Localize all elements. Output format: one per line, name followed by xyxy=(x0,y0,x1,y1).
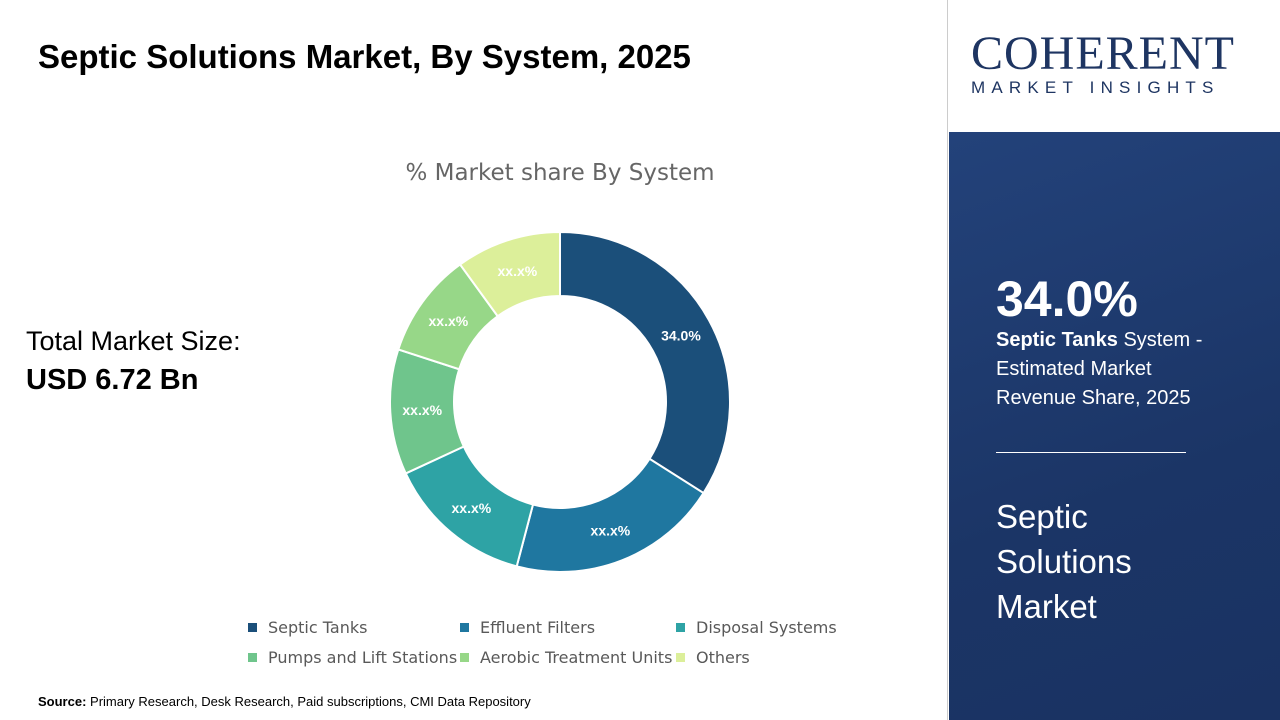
data-label: xx.x% xyxy=(452,500,492,516)
highlight-description: Septic Tanks System - Estimated Market R… xyxy=(996,326,1256,413)
data-label: xx.x% xyxy=(429,313,469,329)
total-market-value: USD 6.72 Bn xyxy=(26,364,199,396)
legend-label: Aerobic Treatment Units xyxy=(480,648,673,667)
chart-area: Septic Solutions Market, By System, 2025… xyxy=(26,0,948,720)
legend-swatch xyxy=(248,653,257,662)
legend-item: Others xyxy=(676,648,750,667)
logo-tagline: MARKET INSIGHTS xyxy=(971,78,1220,97)
legend-label: Pumps and Lift Stations xyxy=(268,648,458,667)
legend-swatch xyxy=(248,623,257,632)
data-label: xx.x% xyxy=(591,522,631,538)
legend-label: Disposal Systems xyxy=(696,618,837,637)
data-label: xx.x% xyxy=(402,402,442,418)
total-market-label: Total Market Size: xyxy=(26,326,241,356)
legend-swatch xyxy=(676,653,685,662)
highlight-text: Estimated Market xyxy=(996,358,1152,380)
legend-label: Effluent Filters xyxy=(480,618,596,637)
source-label: Source: xyxy=(38,694,87,709)
legend-item: Disposal Systems xyxy=(676,618,837,637)
legend-item: Septic Tanks xyxy=(248,618,367,637)
data-label: xx.x% xyxy=(498,263,538,279)
donut-slice-others xyxy=(458,230,561,318)
legend-swatch xyxy=(676,623,685,632)
market-name-line: Solutions xyxy=(996,543,1132,580)
legend-item: Pumps and Lift Stations xyxy=(248,648,457,667)
highlight-text: System - xyxy=(1117,329,1203,351)
data-label: 34.0% xyxy=(661,328,701,344)
legend-swatch xyxy=(460,653,469,662)
market-name-line: Market xyxy=(996,588,1097,625)
highlight-value: 34.0% xyxy=(996,271,1138,327)
logo-name: COHERENT xyxy=(971,27,1235,80)
chart-title: % Market share By System xyxy=(405,160,715,186)
highlight-segment: Septic Tanks xyxy=(996,329,1118,351)
source-note: Source: Primary Research, Desk Research,… xyxy=(38,694,531,709)
legend-swatch xyxy=(460,623,469,632)
market-name: Septic Solutions Market xyxy=(996,494,1132,629)
legend-item: Aerobic Treatment Units xyxy=(460,648,672,667)
logo: COHERENT MARKET INSIGHTS xyxy=(949,0,1280,132)
page-title: Septic Solutions Market, By System, 2025 xyxy=(38,38,691,75)
side-panel: COHERENT MARKET INSIGHTS 34.0% Septic Ta… xyxy=(949,0,1280,720)
divider xyxy=(996,452,1186,453)
legend-item: Effluent Filters xyxy=(460,618,595,637)
market-name-line: Septic xyxy=(996,498,1088,535)
highlight-text: Revenue Share, 2025 xyxy=(996,387,1191,409)
source-text: Primary Research, Desk Research, Paid su… xyxy=(90,694,531,709)
legend-label: Others xyxy=(696,648,750,667)
legend-label: Septic Tanks xyxy=(268,618,368,637)
highlight-panel: 34.0% Septic Tanks System - Estimated Ma… xyxy=(949,132,1280,720)
donut-slice-septic-tanks xyxy=(559,230,732,495)
donut-slice-effluent-filters xyxy=(515,457,705,573)
donut-chart: 34.0% xx.x% xx.x% xx.x% xx.x% xx.x% xyxy=(389,230,732,573)
